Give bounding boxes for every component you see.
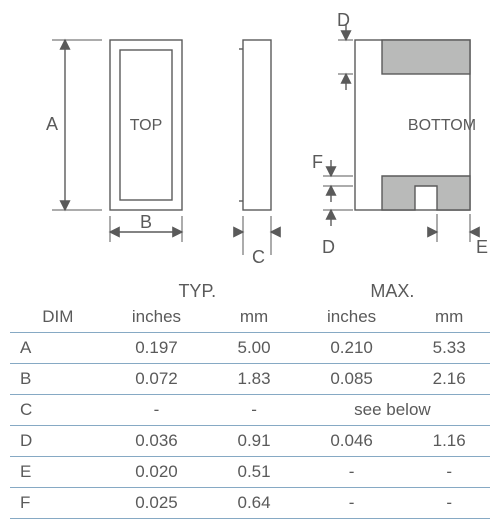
svg-text:C: C [252,247,265,267]
col-max-mm: mm [408,302,490,333]
diagram-svg: TOP BOTTOM A B C [10,10,490,270]
bottom-view: BOTTOM [355,40,476,210]
dim-F: F [312,152,353,202]
dim-A: A [46,40,102,210]
svg-text:F: F [312,152,323,172]
col-max-in: inches [295,302,409,333]
svg-text:A: A [46,114,58,134]
dim-C: C [235,216,279,267]
dim-B: B [110,212,182,242]
typ-header: TYP. [100,276,295,302]
dim-D-top: D [337,10,353,90]
column-header-row: DIM inches mm inches mm [10,302,490,333]
svg-text:B: B [140,212,152,232]
table-row: F 0.025 0.64 - - [10,488,490,519]
side-view [239,40,271,210]
dim-E: E [429,214,488,257]
svg-text:D: D [322,237,335,257]
table-row: C - - see below [10,395,490,426]
col-dim: DIM [10,302,100,333]
top-view: TOP [110,40,182,210]
table-row: E 0.020 0.51 - - [10,457,490,488]
svg-text:D: D [337,10,350,30]
table-row: D 0.036 0.91 0.046 1.16 [10,426,490,457]
table-row: A 0.197 5.00 0.210 5.33 [10,333,490,364]
svg-text:E: E [476,237,488,257]
top-label: TOP [130,117,163,134]
mechanical-diagram: TOP BOTTOM A B C [10,10,490,270]
col-typ-in: inches [100,302,214,333]
table-row: B 0.072 1.83 0.085 2.16 [10,364,490,395]
group-header-row: TYP. MAX. [10,276,490,302]
bottom-label: BOTTOM [408,117,476,134]
dim-D-bottom: D [322,210,353,257]
col-typ-mm: mm [213,302,295,333]
dimension-table: TYP. MAX. DIM inches mm inches mm A 0.19… [10,276,490,519]
max-header: MAX. [295,276,490,302]
